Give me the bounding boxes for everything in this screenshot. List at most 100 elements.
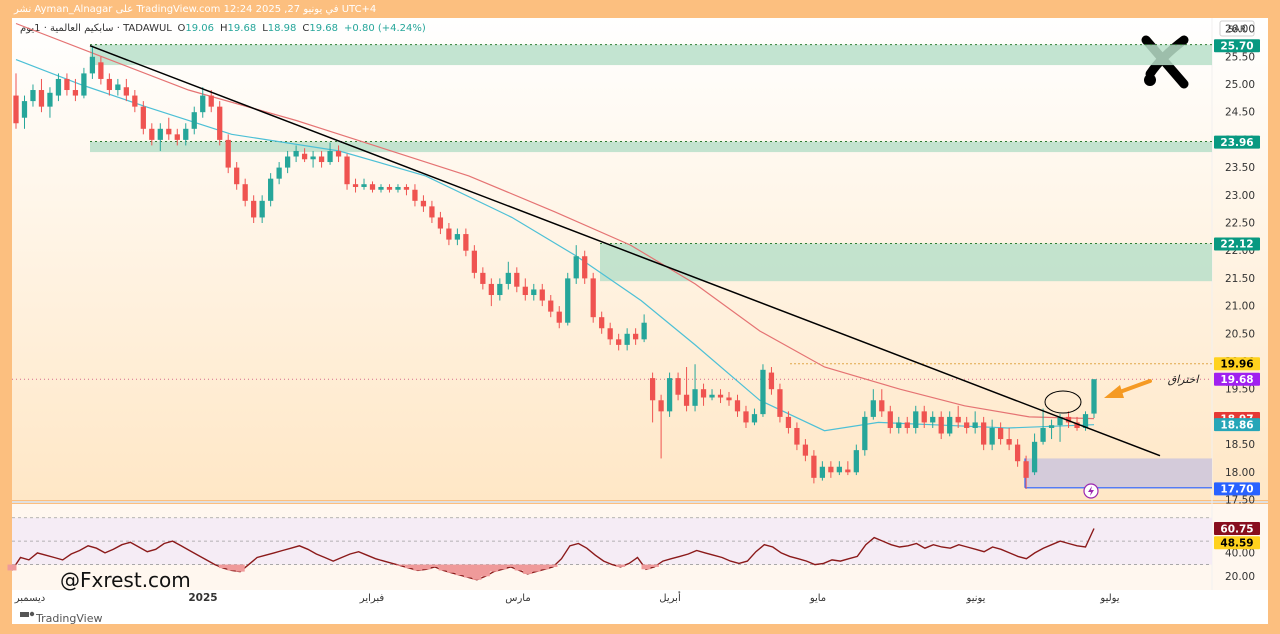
candle-body bbox=[386, 186, 393, 190]
candle bbox=[947, 411, 953, 437]
candle bbox=[81, 67, 87, 99]
price-label-box bbox=[1214, 39, 1260, 53]
price-label-box bbox=[1214, 482, 1260, 496]
candle-body bbox=[692, 389, 698, 406]
candle-body bbox=[98, 62, 104, 79]
candle-body bbox=[344, 156, 350, 185]
price-tick-label: 20.50 bbox=[1225, 328, 1255, 340]
candle-body bbox=[853, 450, 859, 473]
candle bbox=[913, 405, 919, 434]
candle-body bbox=[480, 272, 486, 284]
candle bbox=[284, 150, 291, 174]
candle bbox=[828, 461, 834, 478]
candle bbox=[242, 178, 248, 207]
candle-body bbox=[565, 278, 571, 323]
candle bbox=[582, 250, 588, 284]
candle bbox=[412, 184, 418, 207]
candle bbox=[420, 195, 427, 212]
symbol-text[interactable]: سابكيم العالمية · 1يوم · TADAWUL bbox=[20, 23, 172, 34]
candle bbox=[318, 150, 325, 168]
ema-slow-line bbox=[15, 22, 1095, 420]
candle bbox=[514, 267, 520, 293]
price-label-box bbox=[1214, 418, 1260, 432]
candle-body bbox=[200, 95, 206, 113]
resistance-zone bbox=[90, 44, 1212, 66]
candle bbox=[522, 278, 528, 301]
time-axis-labels: ديسمبر 2025 فبراير مارس أبريل مايو يونيو يوليو bbox=[14, 591, 1120, 604]
ohlc-o-label: O bbox=[178, 23, 186, 34]
candle bbox=[395, 184, 401, 193]
candle-body bbox=[234, 167, 240, 185]
candle bbox=[836, 461, 842, 476]
candle-body bbox=[548, 300, 554, 312]
candle-body bbox=[183, 128, 189, 140]
time-axis[interactable] bbox=[12, 590, 1268, 604]
candle-body bbox=[1040, 427, 1046, 442]
candle bbox=[641, 314, 647, 343]
candle-body bbox=[700, 389, 707, 398]
support-zone bbox=[1025, 458, 1212, 488]
candle bbox=[437, 211, 444, 235]
candle bbox=[972, 411, 978, 434]
candle-body bbox=[649, 378, 656, 401]
candle-body bbox=[55, 78, 62, 96]
candle-body bbox=[81, 73, 87, 96]
price-label-box bbox=[1214, 357, 1260, 371]
rsi-tick-label: 20.00 bbox=[1225, 571, 1255, 583]
candle-body bbox=[870, 400, 876, 417]
candle-body bbox=[726, 397, 732, 401]
currency-box[interactable] bbox=[1219, 20, 1255, 37]
candle bbox=[794, 422, 800, 451]
price-label-text: 25.70 bbox=[1220, 40, 1253, 52]
candle bbox=[700, 383, 707, 406]
candle bbox=[1040, 408, 1046, 445]
price-tick-label: 22.50 bbox=[1225, 217, 1255, 229]
candle bbox=[675, 372, 681, 401]
rsi-value-label-box bbox=[1214, 536, 1260, 550]
candle bbox=[335, 145, 342, 163]
candle-body bbox=[276, 167, 282, 179]
breakout-circle bbox=[1044, 390, 1082, 414]
candle-body bbox=[938, 416, 944, 434]
candle-body bbox=[327, 150, 333, 163]
symbol-line[interactable]: سابكيم العالمية · 1يوم · TADAWUL O19.06 H1… bbox=[20, 23, 426, 34]
candle-body bbox=[666, 378, 673, 412]
candle bbox=[938, 411, 944, 440]
candle-body bbox=[1006, 439, 1012, 445]
candle-body bbox=[259, 200, 265, 218]
candle bbox=[565, 272, 571, 326]
price-label-text: 19.96 bbox=[1220, 358, 1253, 370]
candle-body bbox=[675, 378, 681, 395]
candle-body bbox=[115, 84, 121, 91]
candle bbox=[734, 394, 741, 417]
candle-body bbox=[887, 411, 893, 428]
candle-body bbox=[751, 414, 758, 423]
candle bbox=[760, 364, 766, 417]
candle bbox=[132, 90, 138, 113]
footer-brand[interactable]: TradingView bbox=[35, 612, 102, 625]
ohlc-l-label: L bbox=[262, 23, 268, 34]
candle-body bbox=[1014, 444, 1021, 462]
candle bbox=[463, 228, 469, 257]
candle bbox=[777, 383, 783, 423]
candle bbox=[599, 311, 605, 334]
candle-body bbox=[904, 422, 910, 428]
candle-body bbox=[446, 228, 452, 240]
candle bbox=[505, 261, 511, 290]
lightning-icon[interactable] bbox=[1083, 483, 1099, 499]
candle-body bbox=[30, 90, 36, 102]
candle bbox=[845, 461, 851, 476]
candle-body bbox=[471, 250, 477, 273]
candle-body bbox=[72, 90, 79, 96]
candle-body bbox=[140, 106, 146, 129]
downtrend-line[interactable] bbox=[89, 45, 1161, 457]
candle-body bbox=[522, 286, 528, 296]
candle bbox=[624, 328, 630, 351]
candle bbox=[548, 295, 554, 318]
candle-body bbox=[123, 87, 129, 96]
candle-body bbox=[13, 95, 19, 124]
candle-body bbox=[420, 200, 427, 207]
candle-body bbox=[734, 400, 741, 412]
candle bbox=[191, 106, 197, 135]
